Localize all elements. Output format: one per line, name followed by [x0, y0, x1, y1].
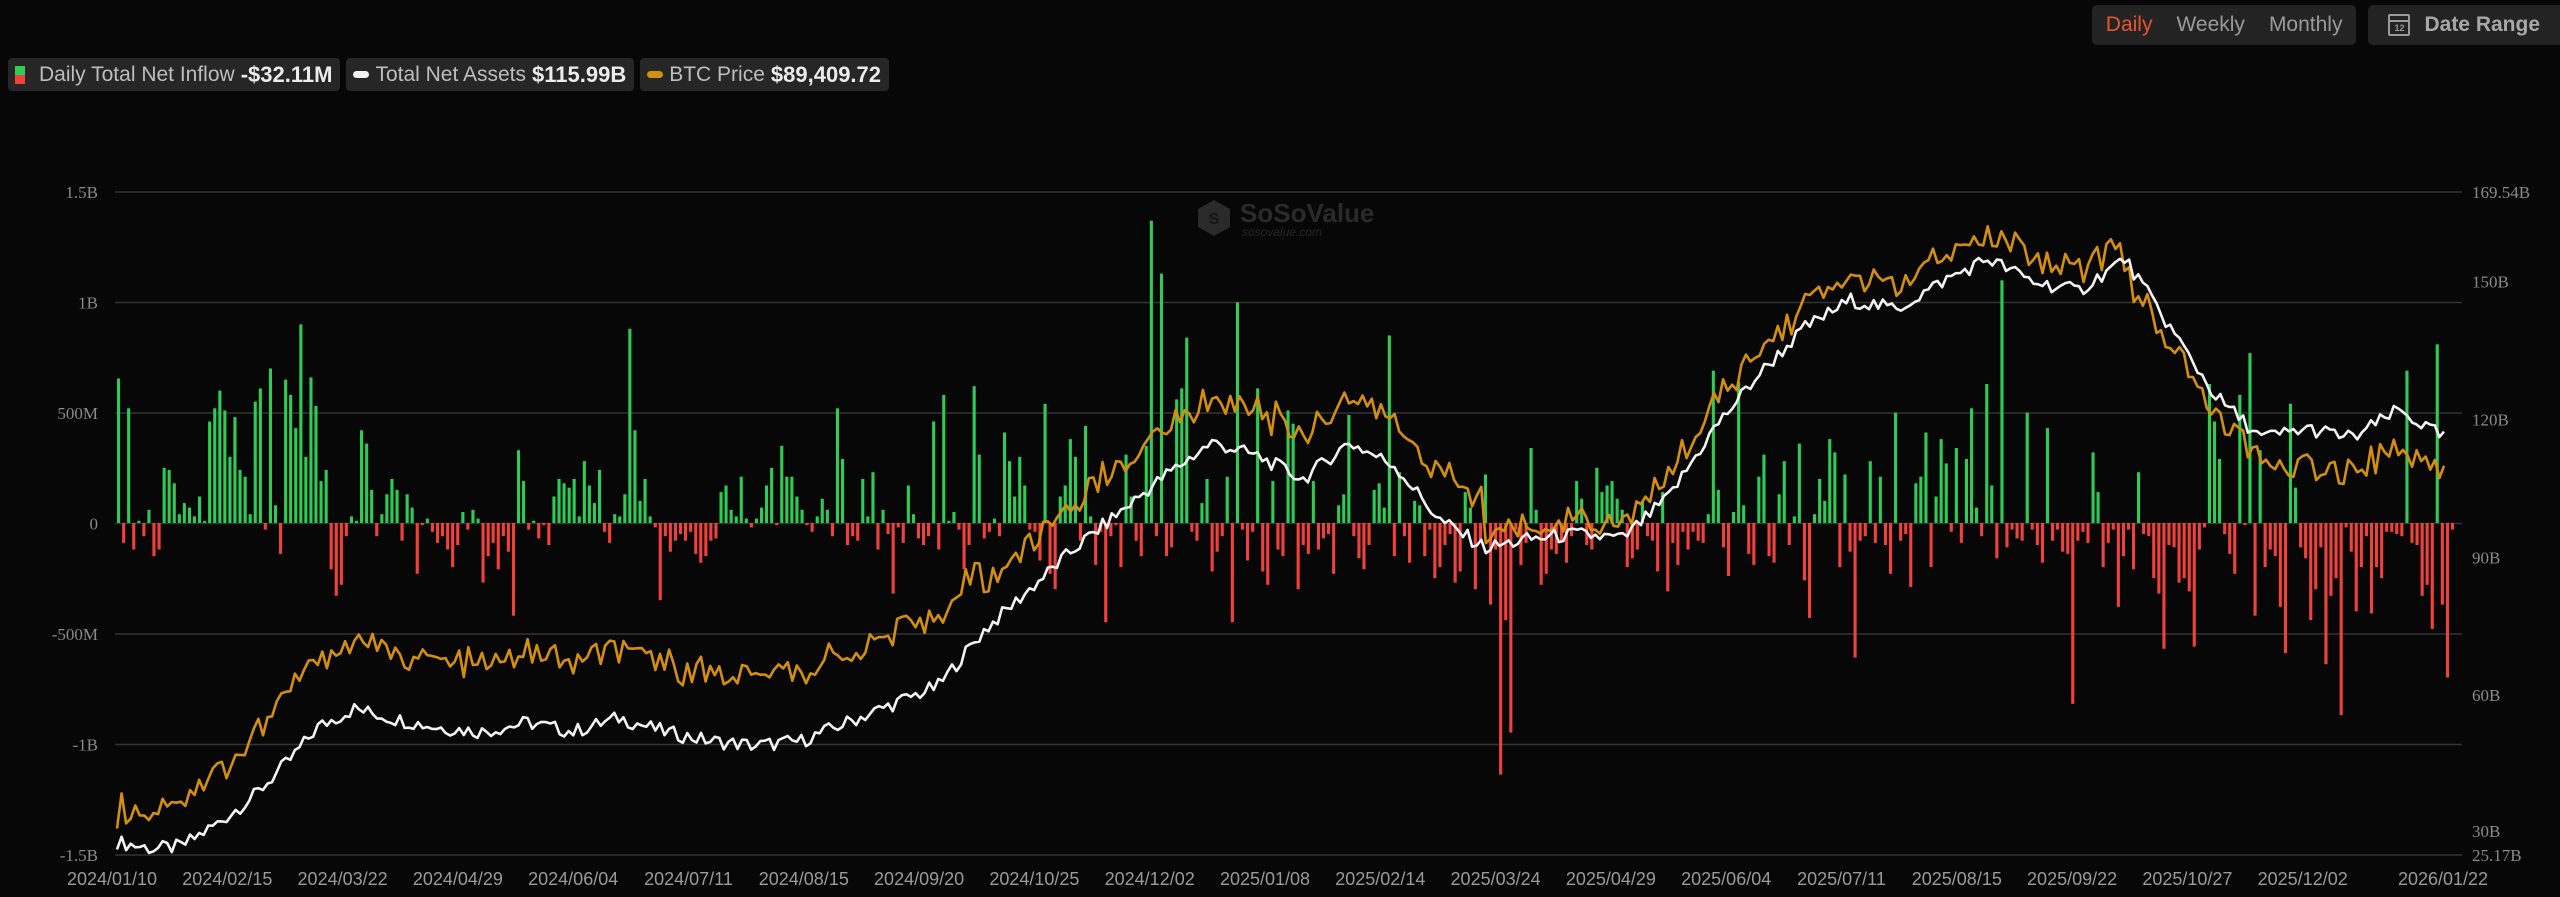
x-axis-tick: 2024/03/22 [298, 869, 388, 889]
x-axis-tick: 2026/01/22 [2398, 869, 2488, 889]
x-axis-tick: 2024/10/25 [989, 869, 1079, 889]
x-axis-tick: 2025/06/04 [1681, 869, 1771, 889]
legend-inflow-value: -$32.11M [240, 61, 333, 87]
right-axis-tick: 169.54B [2472, 183, 2530, 202]
right-axis-tick: 25.17B [2472, 846, 2522, 865]
period-daily[interactable]: Daily [2105, 13, 2153, 36]
x-axis-tick: 2024/12/02 [1105, 869, 1195, 889]
left-y-axis: 1.5B 1B 500M 0 -500M -1B -1.5B [52, 183, 98, 865]
calendar-icon: 12 [2388, 14, 2411, 36]
white-line-swatch-icon [353, 71, 370, 78]
x-axis-tick: 2024/07/11 [644, 869, 733, 889]
x-axis-tick: 2025/02/14 [1335, 869, 1425, 889]
legend-btc-label: BTC Price [669, 62, 765, 86]
x-axis-tick: 2025/08/15 [1912, 869, 2002, 889]
left-axis-tick: 1.5B [65, 183, 98, 202]
left-axis-tick: -500M [52, 625, 98, 644]
chart-legend: Daily Total Net Inflow -$32.11M Total Ne… [8, 58, 890, 91]
date-range-button[interactable]: 12 Date Range [2368, 5, 2560, 45]
left-axis-tick: 1B [78, 294, 98, 313]
right-axis-tick: 90B [2472, 548, 2500, 567]
inflow-bars [117, 220, 2454, 775]
left-axis-tick: 500M [57, 404, 98, 423]
toolbar: Daily Weekly Monthly 12 Date Range [2091, 5, 2560, 45]
right-axis-tick: 30B [2472, 822, 2500, 841]
legend-btc-price[interactable]: BTC Price $89,409.72 [640, 58, 890, 91]
x-axis: 2024/01/10 2024/02/15 2024/03/22 2024/04/29… [67, 869, 2488, 889]
left-axis-tick: 0 [90, 515, 99, 534]
watermark-brand: SoSoValue [1240, 198, 1374, 228]
x-axis-tick: 2024/09/20 [874, 869, 964, 889]
x-axis-tick: 2024/02/15 [182, 869, 272, 889]
period-monthly[interactable]: Monthly [2268, 13, 2343, 36]
gridlines [115, 191, 2462, 856]
svg-text:S: S [1209, 211, 1220, 228]
x-axis-tick: 2025/01/08 [1220, 869, 1310, 889]
x-axis-tick: 2025/07/11 [1797, 869, 1886, 889]
legend-inflow-label: Daily Total Net Inflow [39, 62, 235, 86]
orange-line-swatch-icon [647, 71, 664, 78]
right-axis-tick: 120B [2472, 411, 2509, 430]
right-y-axis: 169.54B 150B 120B 90B 60B 30B 25.17B [2472, 183, 2530, 865]
x-axis-tick: 2025/04/29 [1566, 869, 1656, 889]
right-axis-tick: 60B [2472, 686, 2500, 705]
watermark: S SoSoValue sosovalue.com [1198, 198, 1374, 239]
date-range-label: Date Range [2424, 13, 2540, 36]
legend-assets-label: Total Net Assets [375, 62, 527, 86]
btc-price-line [115, 225, 2446, 829]
x-axis-tick: 2024/01/10 [67, 869, 157, 889]
x-axis-tick: 2024/04/29 [413, 869, 503, 889]
legend-daily-net-inflow[interactable]: Daily Total Net Inflow -$32.11M [8, 58, 341, 91]
watermark-site: sosovalue.com [1242, 225, 1322, 239]
legend-total-net-assets[interactable]: Total Net Assets $115.99B [346, 58, 635, 91]
right-axis-tick: 150B [2472, 273, 2509, 292]
x-axis-tick: 2024/06/04 [528, 869, 618, 889]
x-axis-tick: 2025/12/02 [2258, 869, 2348, 889]
period-weekly[interactable]: Weekly [2176, 13, 2245, 36]
sosovalue-logo-icon: S [1198, 200, 1230, 236]
x-axis-tick: 2025/03/24 [1451, 869, 1541, 889]
left-axis-tick: -1B [73, 736, 99, 755]
x-axis-tick: 2025/10/27 [2142, 869, 2232, 889]
total-net-assets-line [115, 256, 2445, 855]
left-axis-tick: -1.5B [60, 846, 98, 865]
period-selector: Daily Weekly Monthly [2091, 5, 2357, 45]
legend-btc-value: $89,409.72 [770, 61, 882, 87]
legend-assets-value: $115.99B [532, 61, 627, 87]
bar-swatch-icon [15, 65, 25, 84]
x-axis-tick: 2024/08/15 [759, 869, 849, 889]
x-axis-tick: 2025/09/22 [2027, 869, 2117, 889]
